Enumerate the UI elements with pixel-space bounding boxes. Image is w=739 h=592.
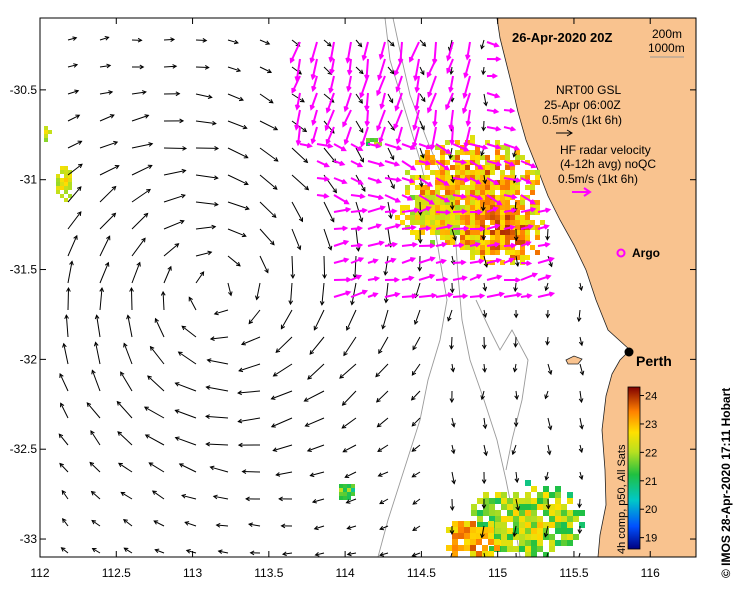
- x-tick-label: 112.5: [102, 566, 131, 580]
- colorbar-tick-label: 24: [645, 391, 657, 403]
- credit-text: © IMOS 28-Apr-2020 17:11 Hobart: [719, 388, 733, 578]
- perth-label: Perth: [636, 353, 672, 369]
- colorbar: [627, 386, 641, 550]
- hf-legend-arrow-icon: [572, 187, 592, 197]
- gsl-legend-scale: 0.5m/s (1kt 6h): [542, 113, 622, 127]
- colorbar-tick-label: 19: [645, 533, 657, 545]
- sst-patches: [44, 126, 585, 557]
- y-axis: -30.5 -31 -31.5 -32 -32.5 -33: [10, 83, 696, 546]
- y-tick-label: -32: [20, 352, 38, 366]
- depth-label-1000m: 1000m: [648, 41, 685, 55]
- hf-legend-sub: (4-12h avg) noQC: [560, 157, 656, 171]
- x-tick-label: 113: [183, 566, 202, 580]
- gsl-legend-time: 25-Apr 06:00Z: [544, 98, 621, 112]
- argo-label: Argo: [632, 246, 660, 260]
- x-tick-label: 116: [641, 566, 660, 580]
- x-tick-label: 114: [336, 566, 355, 580]
- colorbar-label: 4h comp, p50, All Sats: [616, 444, 628, 554]
- colorbar-tick-label: 22: [645, 447, 657, 459]
- island-rottnest: [565, 355, 583, 365]
- land-western-australia: [496, 18, 696, 557]
- colorbar-tick-label: 23: [645, 419, 657, 431]
- plot-frame: [39, 17, 697, 558]
- x-tick-label: 113.5: [254, 566, 283, 580]
- bathymetry-contours: [377, 18, 529, 557]
- hf-radar-vectors: [289, 41, 556, 299]
- perth-marker-icon: [624, 347, 634, 357]
- y-tick-label: -31: [20, 173, 38, 187]
- colorbar-tick-label: 21: [645, 476, 657, 488]
- argo-marker-icon: [616, 248, 626, 258]
- x-tick-label: 115.5: [559, 566, 588, 580]
- hf-legend-title: HF radar velocity: [560, 143, 651, 157]
- depth-label-200m: 200m: [652, 27, 682, 41]
- y-tick-label: -33: [20, 532, 38, 546]
- x-axis: 112 112.5 113 113.5 114 114.5 115 115.5 116: [30, 18, 660, 580]
- colorbar-tick-label: 20: [645, 504, 657, 516]
- date-label: 26-Apr-2020 20Z: [512, 30, 612, 45]
- y-tick-label: -30.5: [10, 83, 38, 97]
- colorbar-ticks: 24 23 22 21 20 19: [640, 391, 657, 545]
- y-tick-label: -32.5: [10, 442, 38, 456]
- gsl-legend-title: NRT00 GSL: [556, 83, 621, 97]
- gsl-legend-arrow-icon: [556, 129, 573, 137]
- x-tick-label: 114.5: [407, 566, 436, 580]
- x-tick-label: 115: [488, 566, 507, 580]
- y-tick-label: -31.5: [10, 263, 38, 277]
- x-tick-label: 112: [30, 566, 49, 580]
- hf-legend-scale: 0.5m/s (1kt 6h): [558, 172, 638, 186]
- gsl-current-vectors: [58, 36, 585, 557]
